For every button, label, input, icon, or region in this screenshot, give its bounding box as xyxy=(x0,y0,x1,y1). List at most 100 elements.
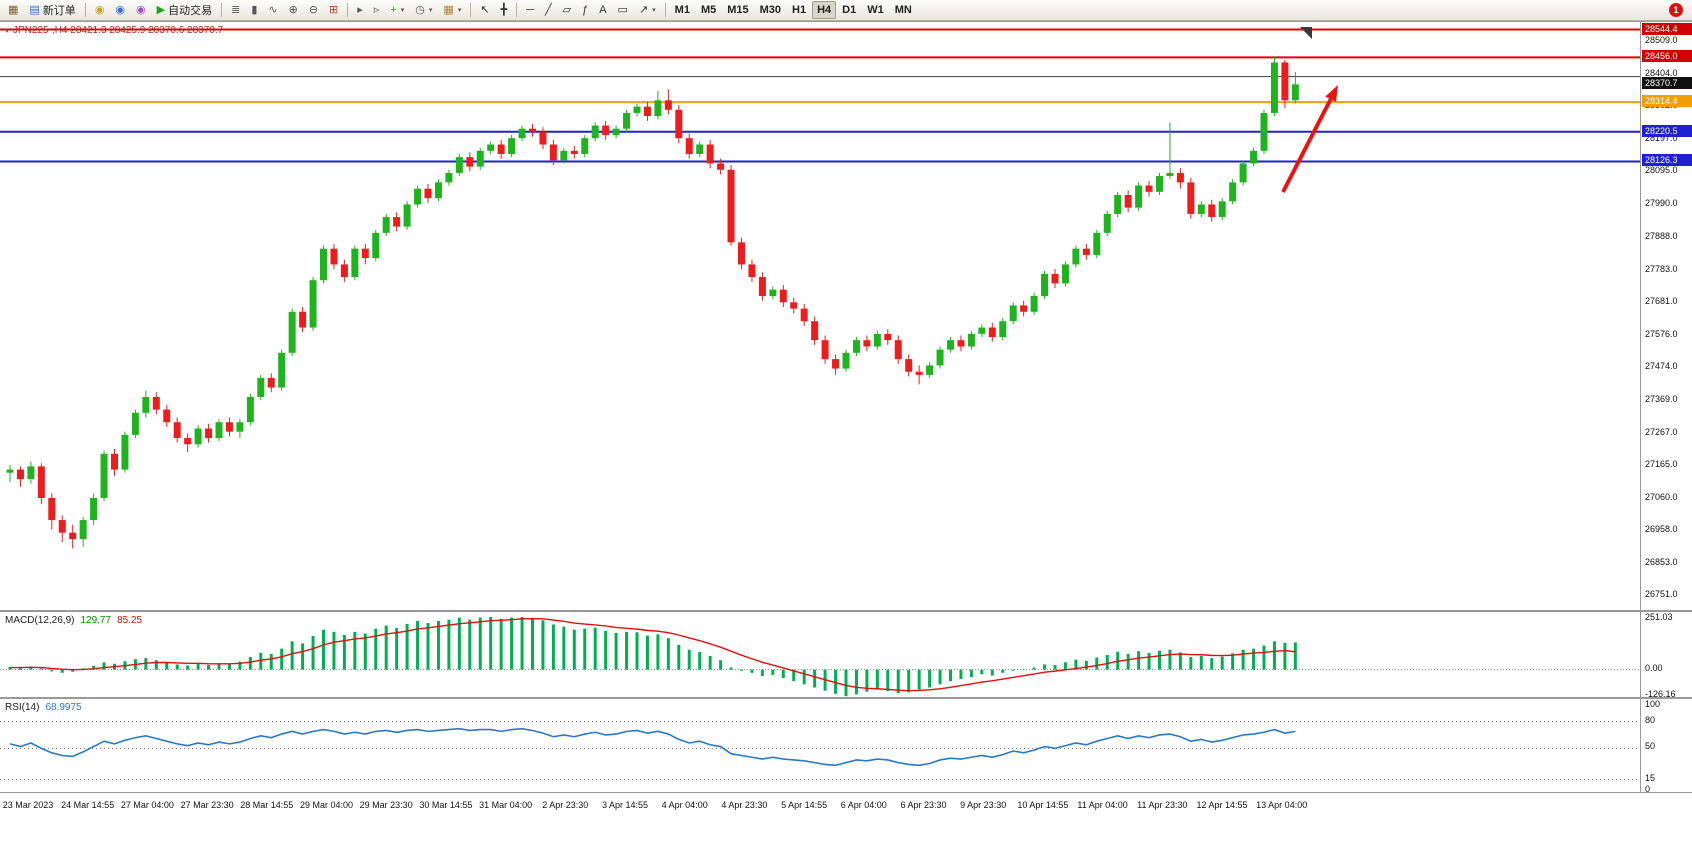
rsi-plot[interactable] xyxy=(0,701,1640,793)
macd-axis-label: 251.03 xyxy=(1645,612,1673,622)
bar-chart-button[interactable]: ≣ xyxy=(226,1,245,19)
timeframe-h1-button[interactable]: H1 xyxy=(787,1,811,19)
candle-body xyxy=(832,359,840,369)
text-label-icon: ▭ xyxy=(617,3,628,16)
candle-body xyxy=(382,217,390,233)
candle-body xyxy=(1103,213,1111,233)
toolbar-separator xyxy=(664,3,666,17)
macd-plot[interactable] xyxy=(0,614,1640,698)
rsi-axis-label: 15 xyxy=(1645,772,1656,783)
annotation-arrow[interactable] xyxy=(1281,98,1333,193)
crosshair-button[interactable]: ╋ xyxy=(496,1,513,19)
templates-button[interactable]: ▦ ▾ xyxy=(438,1,466,19)
candle-body xyxy=(508,138,516,154)
tile-windows-button[interactable]: ⊞ xyxy=(324,1,343,19)
timeframe-m5-button-label: M5 xyxy=(700,4,717,16)
candle-body xyxy=(529,128,536,132)
candle-body xyxy=(497,144,505,154)
rsi-value: 68.9975 xyxy=(45,702,82,713)
timeframe-h4-button[interactable]: H4 xyxy=(812,1,837,19)
line-chart-button[interactable]: ∿ xyxy=(263,1,282,19)
candle-body xyxy=(894,340,902,360)
candle-body xyxy=(696,144,704,154)
candle-body xyxy=(1250,150,1258,164)
trendline-icon: ╱ xyxy=(544,3,552,16)
main-chart-plot[interactable] xyxy=(0,23,1640,610)
candle-body xyxy=(863,340,871,347)
trendline-button[interactable]: ╱ xyxy=(540,1,557,19)
timeframe-m1-button-label: M1 xyxy=(674,4,690,16)
new-chart-icon: ▦ xyxy=(8,3,19,16)
candle-body xyxy=(330,248,338,265)
candle-body xyxy=(194,428,202,445)
equidistant-channel-button[interactable]: ▱ xyxy=(558,1,576,19)
notification-badge[interactable]: 1 xyxy=(1669,3,1683,17)
timeframe-w1-button[interactable]: W1 xyxy=(862,1,889,19)
candle-body xyxy=(100,453,108,498)
candle-body xyxy=(1197,204,1205,214)
text-button[interactable]: A xyxy=(594,1,611,19)
zoom-in-button[interactable]: ⊕ xyxy=(284,1,303,19)
price-axis[interactable]: 26751.0 26853.0 26958.0 27060.0 27165.0 27267… xyxy=(1640,22,1692,610)
candle-body xyxy=(539,131,547,145)
periods-button[interactable]: ◷ ▾ xyxy=(410,1,437,19)
price-tick-label: 27369.0 xyxy=(1645,394,1678,405)
timeframe-m5-button[interactable]: M5 xyxy=(696,1,721,19)
candle-body xyxy=(424,188,432,199)
candle-body xyxy=(852,340,860,353)
candle-body xyxy=(623,112,631,129)
candle-body xyxy=(434,182,442,199)
time-axis-label: 23 Mar 2023 xyxy=(2,800,54,810)
candle-body xyxy=(1260,112,1268,151)
time-axis[interactable]: 23 Mar 2023 24 Mar 14:55 27 Mar 04:00 27 Ma… xyxy=(0,792,1692,822)
candle-body xyxy=(6,469,14,473)
timeframe-d1-button[interactable]: D1 xyxy=(837,1,861,19)
strategy-tester-icon: ◉ xyxy=(136,3,146,16)
new-chart-button[interactable]: ▦ xyxy=(3,1,23,19)
text-label-button[interactable]: ▭ xyxy=(613,1,633,19)
timeframe-m30-button[interactable]: M30 xyxy=(755,1,786,19)
chart-shift-button[interactable]: ▹ xyxy=(369,1,385,19)
dropdown-arrow-icon: ▾ xyxy=(457,7,462,14)
line-chart-icon: ∿ xyxy=(268,3,278,16)
indicators-button[interactable]: + ▾ xyxy=(385,1,409,19)
candle-body xyxy=(518,128,526,139)
candle-body xyxy=(393,217,401,227)
horizontal-line-button[interactable]: ─ xyxy=(521,1,539,19)
candle-body xyxy=(779,289,787,303)
candle-body xyxy=(1072,248,1080,265)
candle-body xyxy=(654,100,662,117)
macd-axis[interactable]: 251.03 0.00 -126.16 xyxy=(1640,612,1692,699)
price-level-label: 28544.4 xyxy=(1642,22,1692,35)
new-order-button[interactable]: ▤ 新订单 xyxy=(24,1,80,19)
candle-body xyxy=(1281,62,1289,101)
auto-trading-button[interactable]: ▶ 自动交易 xyxy=(152,1,217,19)
timeframe-mn-button[interactable]: MN xyxy=(890,1,917,19)
candle-body xyxy=(884,333,892,341)
candle-body xyxy=(1114,194,1122,214)
arrows-icon: ↗ xyxy=(638,3,649,16)
candlestick-chart-button[interactable]: ▮ xyxy=(246,1,262,19)
chart-shift-icon: ▹ xyxy=(373,3,380,16)
zoom-out-button[interactable]: ⊖ xyxy=(304,1,323,19)
rsi-panel: RSI(14) 68.9975 100 80 50 15 0 xyxy=(0,697,1692,794)
candle-body xyxy=(915,371,923,375)
timeframe-m15-button[interactable]: M15 xyxy=(722,1,753,19)
rsi-axis[interactable]: 100 80 50 15 0 xyxy=(1640,699,1692,794)
timeframe-m1-button[interactable]: M1 xyxy=(670,1,695,19)
strategy-tester-button[interactable]: ◉ xyxy=(131,1,151,19)
candle-body xyxy=(706,144,714,164)
timeframe-d1-button-label: D1 xyxy=(842,4,857,16)
macd-name: MACD(12,26,9) xyxy=(5,615,75,626)
horizontal-line-icon: ─ xyxy=(526,3,534,16)
profiles-button[interactable]: ◉ xyxy=(90,1,110,19)
candle-body xyxy=(978,327,986,334)
cursor-button[interactable]: ↖ xyxy=(475,1,494,19)
candle-body xyxy=(16,469,24,480)
candle-body xyxy=(1166,172,1174,177)
fibonacci-button[interactable]: ƒ xyxy=(577,1,593,19)
market-watch-button[interactable]: ◉ xyxy=(110,1,130,19)
arrows-button[interactable]: ↗ ▾ xyxy=(634,1,661,19)
candle-body xyxy=(727,169,735,243)
auto-scroll-button[interactable]: ▸ xyxy=(352,1,368,19)
